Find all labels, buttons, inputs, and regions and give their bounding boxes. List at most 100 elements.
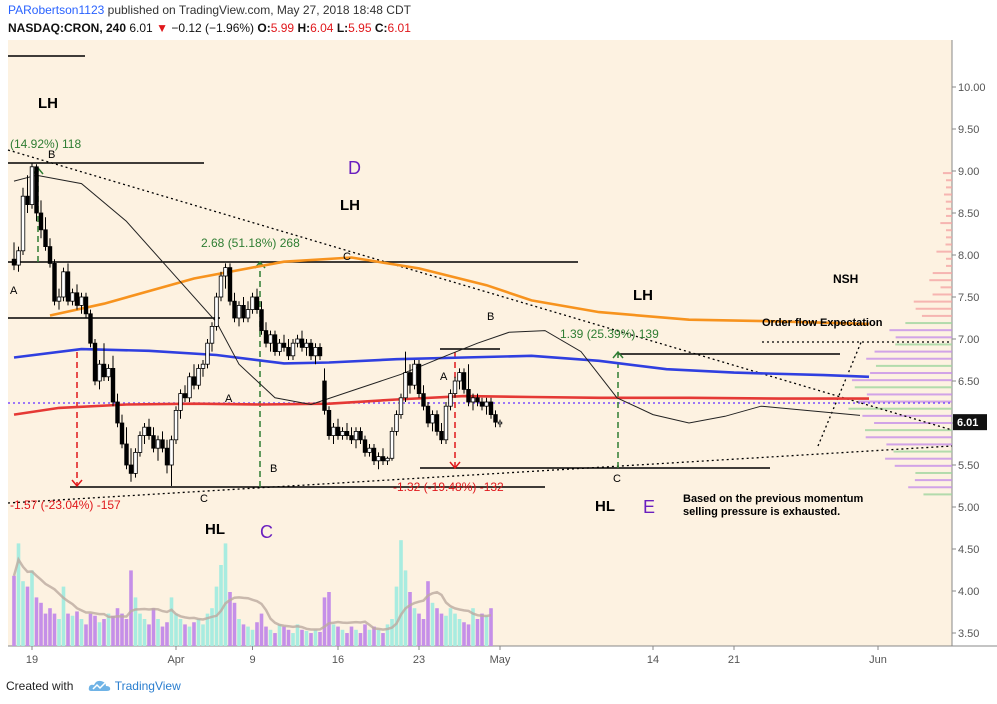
candle-body <box>16 250 21 266</box>
volume-profile-row <box>946 214 952 217</box>
close-label: C: <box>374 21 388 35</box>
volume-bar <box>444 615 448 646</box>
volume-profile-row <box>889 329 952 332</box>
candle-body <box>385 457 390 462</box>
candle-body <box>101 363 107 378</box>
candle-body <box>124 443 129 466</box>
candle-body <box>128 464 134 474</box>
volume-bar <box>88 613 93 646</box>
volume-bar <box>115 608 120 646</box>
candle-body <box>394 414 399 432</box>
candle-body <box>178 393 183 411</box>
moving-average-line <box>13 347 870 379</box>
candle-body <box>263 330 269 344</box>
price-tick-label: 5.50 <box>958 460 979 472</box>
close-value: 6.01 <box>387 21 411 35</box>
volume-bar <box>93 615 97 646</box>
candle-body <box>241 304 246 319</box>
price-tick-label: 10.00 <box>958 82 986 94</box>
time-tick-label: 23 <box>413 654 425 666</box>
volume-bar <box>340 629 345 646</box>
price-tick-label: 8.00 <box>958 250 979 262</box>
candle-body <box>11 258 17 266</box>
volume-bar <box>124 619 129 646</box>
candle-body <box>56 296 62 302</box>
candle-body <box>331 426 336 437</box>
volume-bar <box>309 633 313 646</box>
volume-bar <box>30 570 34 646</box>
candle-body <box>29 166 35 206</box>
volume-bar <box>57 619 61 646</box>
volume-bar <box>349 626 354 646</box>
volume-profile-row <box>946 257 952 260</box>
price-tick-label: 7.00 <box>958 334 979 346</box>
candle-body <box>142 426 147 437</box>
candle-body <box>232 300 237 319</box>
candle-body <box>38 212 44 231</box>
point-a2: A <box>225 393 233 405</box>
candle-body <box>457 372 462 382</box>
candle-body <box>299 338 305 348</box>
volume-bar <box>457 619 462 646</box>
candle-body <box>223 267 228 277</box>
volume-bar <box>372 626 376 646</box>
candle-body <box>25 195 30 205</box>
candle-body <box>164 447 170 466</box>
candle-body <box>47 246 53 264</box>
candle-body <box>340 430 345 436</box>
volume-profile-row <box>946 207 952 210</box>
tradingview-brand-link[interactable]: TradingView <box>114 679 181 693</box>
volume-bar <box>408 592 412 646</box>
candle-body <box>70 292 75 302</box>
volume-profile-row <box>851 379 952 382</box>
candle-body <box>466 388 471 403</box>
measure-red-1: -1.57 (-23.04%) -157 <box>10 498 121 512</box>
candle-body <box>488 401 494 416</box>
volume-bar <box>196 619 201 646</box>
time-tick-label: May <box>490 654 511 666</box>
volume-profile-row <box>866 393 952 396</box>
plot-background <box>8 40 952 646</box>
volume-bar <box>174 613 178 646</box>
volume-bars <box>12 540 493 646</box>
volume-profile-row <box>936 250 952 253</box>
candle-body <box>205 342 210 365</box>
candle-body <box>277 342 282 353</box>
publisher-link[interactable]: PARobertson1123 <box>8 3 105 17</box>
candle-body <box>151 435 156 449</box>
note-line-1: Based on the previous momentum <box>683 493 864 505</box>
candle-body <box>290 342 296 357</box>
volume-profile-row <box>940 222 952 225</box>
point-b1: B <box>48 149 55 161</box>
volume-profile-row <box>946 229 952 232</box>
volume-bar <box>183 624 187 646</box>
volume-bar <box>228 592 232 646</box>
wave-label-e: E <box>643 497 655 517</box>
volume-bar <box>331 624 336 646</box>
volume-bar <box>187 626 192 646</box>
candle-body <box>358 430 363 441</box>
point-a3: A <box>440 371 448 383</box>
candle-body <box>191 376 197 386</box>
volume-profile-row <box>908 486 952 489</box>
volume-profile-row <box>946 179 952 182</box>
volume-profile-row <box>894 464 952 467</box>
price-tick-label: 6.50 <box>958 376 979 388</box>
candle-body <box>74 292 80 306</box>
moving-average-line <box>13 174 861 424</box>
volume-bar <box>363 624 367 646</box>
volume-bar <box>12 575 16 646</box>
measure-green-2: 2.68 (51.18%) 268 <box>201 236 300 250</box>
volume-ma-line <box>12 556 492 631</box>
candle-body <box>403 372 408 399</box>
candle-body <box>61 271 66 298</box>
volume-bar <box>471 608 475 646</box>
volume-bar <box>142 619 147 646</box>
measure-green-1: (14.92%) 118 <box>10 137 81 151</box>
volume-bar <box>232 602 237 646</box>
price-tick-label: 9.50 <box>958 124 979 136</box>
time-tick-label: 9 <box>249 654 255 666</box>
volume-bar <box>358 633 363 646</box>
volume-bar <box>120 613 124 646</box>
